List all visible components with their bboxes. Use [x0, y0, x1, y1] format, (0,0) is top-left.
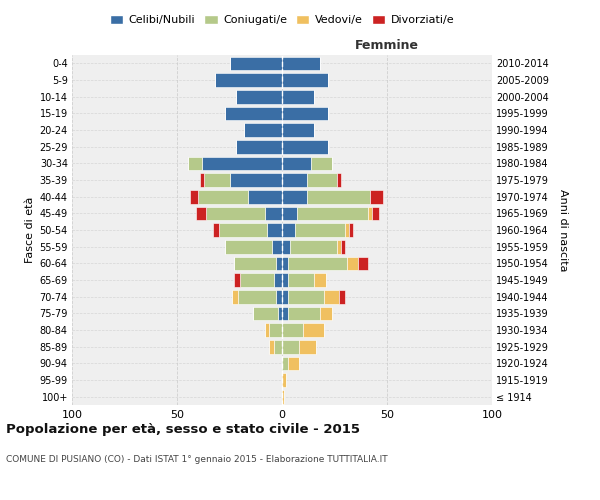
Bar: [278, 306, 282, 320]
Text: COMUNE DI PUSIANO (CO) - Dati ISTAT 1° gennaio 2015 - Elaborazione TUTTITALIA.IT: COMUNE DI PUSIANO (CO) - Dati ISTAT 1° g…: [6, 455, 388, 464]
Bar: [244, 123, 282, 137]
Bar: [282, 240, 290, 254]
Bar: [314, 273, 326, 287]
Bar: [282, 256, 289, 270]
Bar: [368, 206, 372, 220]
Bar: [282, 173, 307, 187]
Bar: [219, 223, 268, 237]
Bar: [188, 156, 202, 170]
Bar: [206, 206, 265, 220]
Bar: [229, 56, 282, 70]
Bar: [324, 290, 338, 304]
Bar: [370, 190, 383, 203]
Bar: [269, 340, 274, 353]
Bar: [274, 273, 282, 287]
Bar: [289, 306, 320, 320]
Bar: [265, 206, 282, 220]
Legend: Celibi/Nubili, Coniugati/e, Vedovi/e, Divorziati/e: Celibi/Nubili, Coniugati/e, Vedovi/e, Di…: [106, 10, 458, 30]
Y-axis label: Anni di nascita: Anni di nascita: [559, 188, 568, 271]
Bar: [238, 290, 276, 304]
Bar: [295, 223, 345, 237]
Bar: [202, 156, 282, 170]
Bar: [341, 240, 345, 254]
Bar: [358, 256, 368, 270]
Bar: [282, 123, 314, 137]
Bar: [303, 323, 324, 337]
Bar: [204, 173, 229, 187]
Bar: [253, 306, 278, 320]
Bar: [289, 273, 314, 287]
Bar: [307, 173, 337, 187]
Bar: [289, 356, 299, 370]
Bar: [345, 223, 349, 237]
Bar: [271, 240, 282, 254]
Bar: [240, 273, 274, 287]
Bar: [274, 340, 282, 353]
Bar: [282, 323, 303, 337]
Bar: [282, 56, 320, 70]
Bar: [337, 173, 341, 187]
Bar: [276, 256, 282, 270]
Bar: [282, 73, 328, 87]
Bar: [276, 290, 282, 304]
Bar: [234, 256, 276, 270]
Bar: [198, 190, 248, 203]
Bar: [236, 140, 282, 153]
Bar: [282, 140, 328, 153]
Bar: [236, 90, 282, 104]
Bar: [372, 206, 379, 220]
Bar: [311, 156, 332, 170]
Bar: [282, 390, 284, 404]
Bar: [268, 223, 282, 237]
Text: Femmine: Femmine: [355, 38, 419, 52]
Bar: [299, 340, 316, 353]
Bar: [226, 240, 271, 254]
Bar: [190, 190, 198, 203]
Bar: [282, 156, 311, 170]
Bar: [234, 273, 240, 287]
Bar: [282, 306, 289, 320]
Bar: [212, 223, 219, 237]
Bar: [269, 323, 282, 337]
Bar: [338, 290, 345, 304]
Bar: [282, 290, 289, 304]
Bar: [307, 190, 370, 203]
Bar: [337, 240, 341, 254]
Bar: [200, 173, 204, 187]
Bar: [282, 356, 289, 370]
Bar: [282, 90, 314, 104]
Bar: [289, 290, 324, 304]
Bar: [289, 256, 347, 270]
Bar: [282, 340, 299, 353]
Bar: [290, 240, 337, 254]
Bar: [296, 206, 368, 220]
Bar: [196, 206, 206, 220]
Bar: [349, 223, 353, 237]
Bar: [282, 373, 286, 387]
Bar: [248, 190, 282, 203]
Bar: [265, 323, 269, 337]
Text: Popolazione per età, sesso e stato civile - 2015: Popolazione per età, sesso e stato civil…: [6, 422, 360, 436]
Bar: [229, 173, 282, 187]
Y-axis label: Fasce di età: Fasce di età: [25, 197, 35, 263]
Bar: [282, 223, 295, 237]
Bar: [232, 290, 238, 304]
Bar: [320, 306, 332, 320]
Bar: [282, 206, 296, 220]
Bar: [282, 273, 289, 287]
Bar: [282, 106, 328, 120]
Bar: [347, 256, 358, 270]
Bar: [282, 190, 307, 203]
Bar: [215, 73, 282, 87]
Bar: [226, 106, 282, 120]
